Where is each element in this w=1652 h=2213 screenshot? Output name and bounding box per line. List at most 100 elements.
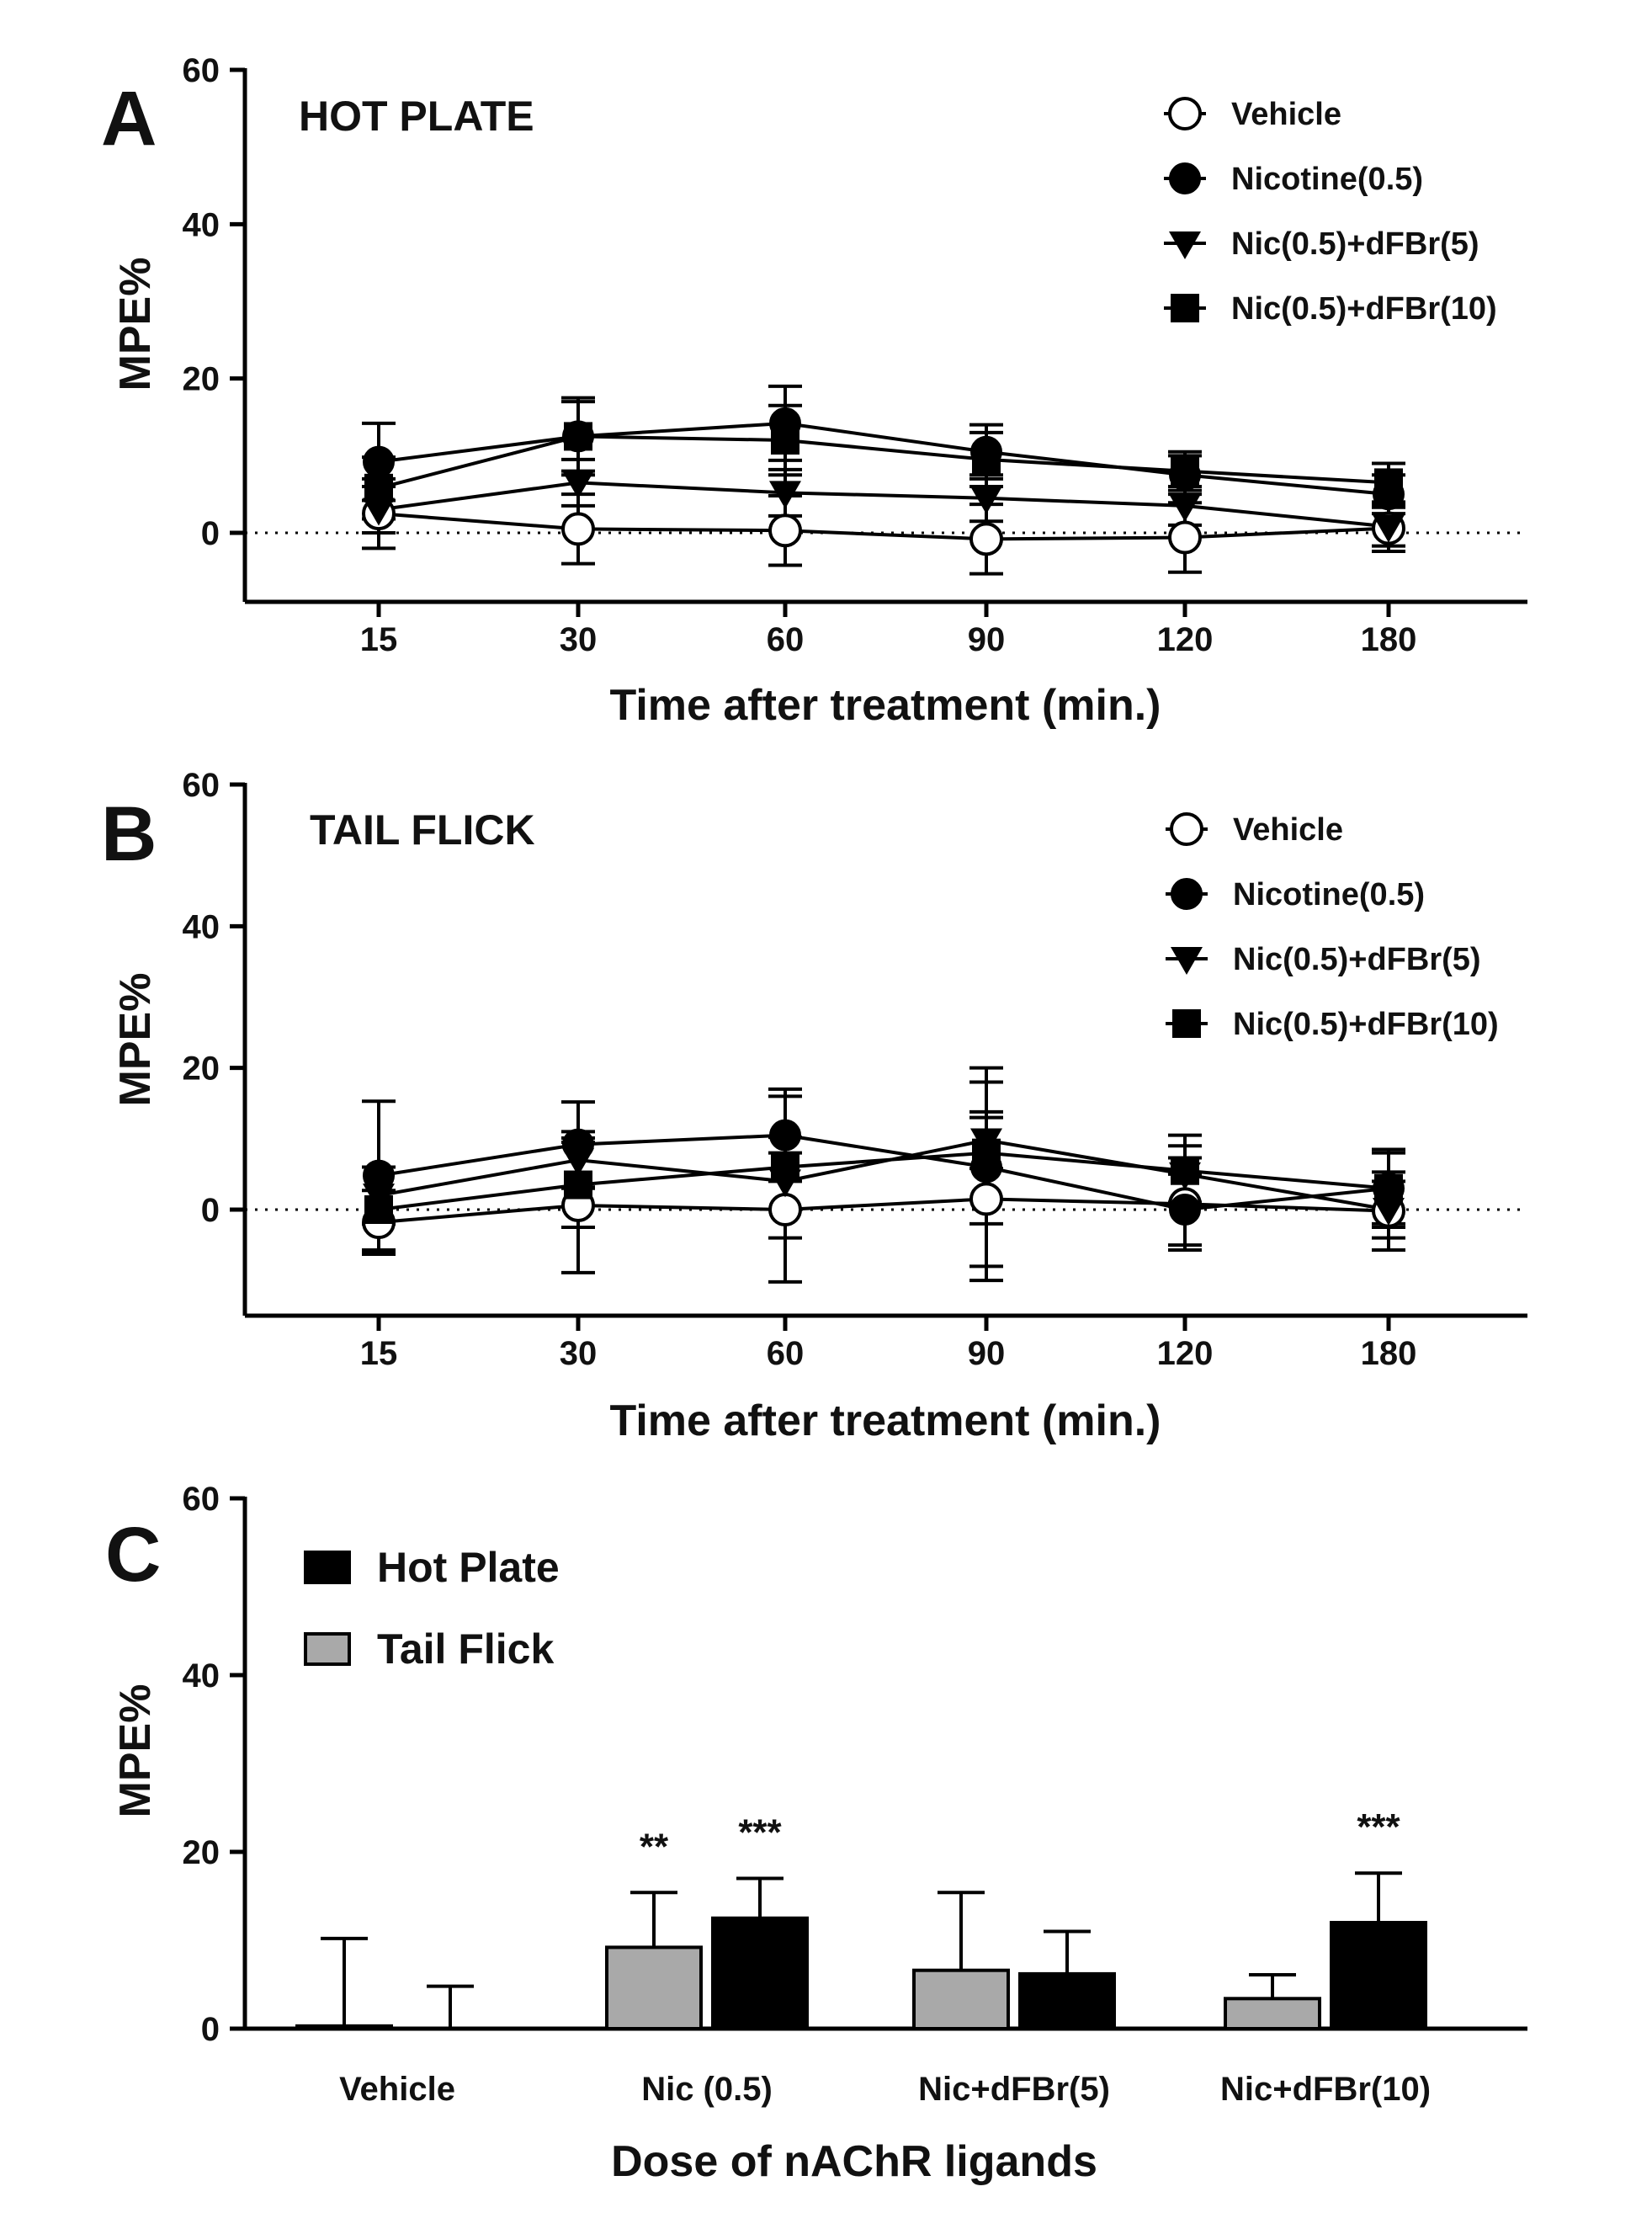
panel-a-legend-item-nicotine-0-5-label: Nicotine(0.5) bbox=[1231, 162, 1423, 197]
panel-b-legend: Vehicle Nicotine(0.5) Nic(0.5)+dFBr(5) Nic(… bbox=[1166, 812, 1499, 1042]
panel-a-y-tick-label: 40 bbox=[183, 206, 220, 243]
panel-c-y-tick-label: 40 bbox=[183, 1657, 220, 1694]
panel-letter-b: B bbox=[101, 791, 157, 877]
panel-a-series-nic-0-5-dfbr-5-point bbox=[562, 471, 594, 499]
panel-a-series-nic-0-5-dfbr-5-line bbox=[378, 481, 1389, 529]
panel-b-legend-item-nicotine-0-5-marker bbox=[1171, 878, 1203, 910]
panel-a-series-vehicle-markers bbox=[362, 497, 1405, 556]
panel-a-legend-item-nic-0-5-dfbr-10-marker bbox=[1171, 294, 1199, 322]
panel-a-y-tick-label: 60 bbox=[183, 52, 220, 89]
panel-a-series-nic-0-5-dfbr-5-markers bbox=[363, 471, 1405, 543]
panel-c-series-hot-plate-bar bbox=[1330, 1921, 1427, 2030]
panel-a-series-nic-0-5-dfbr-10-markers bbox=[364, 422, 1403, 503]
panel-b-y-tick-label: 0 bbox=[201, 1192, 220, 1229]
panel-b-legend-item-vehicle: Vehicle bbox=[1166, 812, 1343, 848]
panel-c-x-tick-label: Nic+dFBr(5) bbox=[918, 2071, 1110, 2108]
panel-a-series-nic-0-5-dfbr-10-line bbox=[378, 434, 1389, 490]
panel-a-series-nicotine-0-5-point bbox=[363, 445, 395, 478]
panel-b-series-nic-0-5-dfbr-10-line bbox=[378, 1151, 1389, 1211]
panel-b-axes: 0 20 40 60 15 30 60 90 120 180 bbox=[183, 767, 1527, 1372]
panel-a-series-vehicle bbox=[362, 476, 1405, 576]
panel-c: C MPE% Dose of nAChR ligands 0 20 40 60 Vehi… bbox=[105, 1481, 1527, 2186]
panel-c-y-tick-label: 60 bbox=[183, 1481, 220, 1518]
panel-a-title: HOT PLATE bbox=[299, 93, 534, 140]
panel-c-series-hot-plate-bar bbox=[711, 1916, 809, 2030]
panel-b-y-tick-label: 60 bbox=[183, 767, 220, 804]
panel-c-series-hot-plate-significance-label: *** bbox=[738, 1812, 782, 1854]
panel-b-x-tick-label: 180 bbox=[1361, 1335, 1417, 1372]
panel-b-legend-item-nic-0-5-dfbr-5: Nic(0.5)+dFBr(5) bbox=[1166, 942, 1481, 977]
panel-b-series-nicotine-0-5-point bbox=[769, 1119, 801, 1152]
panel-a-legend-item-nicotine-0-5-marker bbox=[1169, 162, 1201, 194]
panel-a-series-vehicle-point bbox=[1168, 520, 1202, 555]
panel-letter-c: C bbox=[105, 1512, 161, 1598]
panel-a-series-nic-0-5-dfbr-5-point bbox=[1373, 514, 1405, 543]
panel-c-legend: Hot Plate Tail Flick bbox=[304, 1544, 560, 1673]
panel-c-x-label: Dose of nAChR ligands bbox=[611, 2137, 1097, 2186]
panel-a-x-tick-label: 60 bbox=[767, 621, 805, 658]
panel-c-y-label: MPE% bbox=[111, 1684, 160, 1818]
panel-c-series-tail-flick-bar bbox=[1224, 1997, 1321, 2031]
panel-a-series-nic-0-5-dfbr-10 bbox=[362, 400, 1405, 521]
panel-a-y-label: MPE% bbox=[111, 258, 160, 391]
panel-a-series-nicotine-0-5-line bbox=[378, 421, 1389, 497]
panel-b-series-nic-0-5-dfbr-5-point bbox=[562, 1148, 594, 1177]
panel-a-legend-item-nic-0-5-dfbr-5-marker bbox=[1169, 231, 1201, 259]
panel-c-series-tail-flick-bar bbox=[295, 2024, 393, 2031]
panel-a-legend-item-vehicle-label: Vehicle bbox=[1231, 97, 1341, 132]
panel-b-series-vehicle-point bbox=[768, 1193, 802, 1226]
panel-b-y-tick-label: 40 bbox=[183, 908, 220, 945]
panel-a-series-nic-0-5-dfbr-5-point bbox=[363, 497, 395, 526]
panel-b-series-nicotine-0-5 bbox=[362, 1066, 1405, 1269]
panel-a-series-vehicle-point bbox=[561, 512, 595, 546]
panel-a-y-tick-label: 0 bbox=[201, 515, 220, 552]
panel-b-y-tick-label: 20 bbox=[183, 1051, 220, 1088]
panel-a-series-nic-0-5-dfbr-10-point bbox=[364, 473, 393, 503]
panel-b-legend-item-nic-0-5-dfbr-5-label: Nic(0.5)+dFBr(5) bbox=[1233, 942, 1481, 977]
panel-c-legend-item-tail-flick: Tail Flick bbox=[304, 1625, 554, 1673]
panel-a-series-nic-0-5-dfbr-5-point bbox=[970, 486, 1002, 514]
panel-b-x-tick-label: 15 bbox=[360, 1335, 398, 1372]
panel-b-series-nic-0-5-dfbr-10 bbox=[362, 1080, 1405, 1254]
panel-b-series-nic-0-5-dfbr-10-point bbox=[972, 1138, 1001, 1168]
panel-a-legend-item-nic-0-5-dfbr-5-label: Nic(0.5)+dFBr(5) bbox=[1231, 226, 1479, 262]
panel-b-legend-item-nic-0-5-dfbr-10-marker bbox=[1172, 1009, 1201, 1038]
panel-c-series-tail-flick-significance-label: ** bbox=[640, 1826, 669, 1867]
panel-c-x-tick-label: Vehicle bbox=[339, 2071, 455, 2108]
panel-b-x-tick-label: 90 bbox=[968, 1335, 1006, 1372]
panel-c-legend-item-hot-plate: Hot Plate bbox=[304, 1544, 560, 1591]
panel-a-series-nic-0-5-dfbr-10-point bbox=[972, 444, 1001, 474]
panel-c-series-hot-plate: *** *** bbox=[427, 1806, 1427, 2030]
panel-a-series-nic-0-5-dfbr-10-point bbox=[771, 426, 799, 455]
panel-b-legend-item-nic-0-5-dfbr-10: Nic(0.5)+dFBr(10) bbox=[1166, 1007, 1499, 1042]
panel-c-x-tick-label: Nic (0.5) bbox=[641, 2071, 773, 2108]
panel-a-x-tick-label: 120 bbox=[1157, 621, 1214, 658]
panel-a-series-nic-0-5-dfbr-10-point bbox=[1171, 456, 1199, 486]
panel-c-legend-item-hot-plate-swatch bbox=[304, 1551, 351, 1584]
panel-b-legend-item-nicotine-0-5: Nicotine(0.5) bbox=[1166, 877, 1425, 912]
panel-b-legend-item-nic-0-5-dfbr-5-marker bbox=[1171, 947, 1203, 975]
panel-a-axes: 0 20 40 60 15 30 60 90 120 180 bbox=[183, 52, 1527, 658]
panel-b-series-vehicle-point bbox=[969, 1182, 1003, 1216]
panel-b-series-nic-0-5-dfbr-5-point bbox=[1373, 1198, 1405, 1226]
panel-a-y-tick-label: 20 bbox=[183, 361, 220, 398]
panel-b-x-tick-label: 60 bbox=[767, 1335, 805, 1372]
panel-b-legend-item-vehicle-marker bbox=[1170, 812, 1203, 846]
panel-b-x-label: Time after treatment (min.) bbox=[610, 1396, 1161, 1445]
panel-a-x-tick-label: 30 bbox=[560, 621, 598, 658]
panel-a-series-nic-0-5-dfbr-10-point bbox=[1374, 468, 1403, 497]
panel-b-x-tick-label: 30 bbox=[560, 1335, 598, 1372]
panel-a-series-nic-0-5-dfbr-10-point bbox=[564, 422, 592, 451]
panel-b-series-nicotine-0-5-point bbox=[1169, 1194, 1201, 1226]
panel-b-y-label: MPE% bbox=[111, 973, 160, 1107]
panel-a-legend-item-nic-0-5-dfbr-10-label: Nic(0.5)+dFBr(10) bbox=[1231, 291, 1497, 327]
panel-b-series-nic-0-5-dfbr-10-point bbox=[364, 1195, 393, 1224]
panel-c-series-tail-flick-bar bbox=[605, 1945, 703, 2030]
panel-b-series-nicotine-0-5-line bbox=[378, 1133, 1389, 1212]
panel-a-plot bbox=[245, 384, 1527, 576]
panel-a-x-tick-label: 180 bbox=[1361, 621, 1417, 658]
panel-b: B TAIL FLICK MPE% Time after treatment (… bbox=[101, 767, 1527, 1445]
panel-c-plot: ** *** *** bbox=[295, 1806, 1427, 2031]
panel-a-x-tick-label: 90 bbox=[968, 621, 1006, 658]
